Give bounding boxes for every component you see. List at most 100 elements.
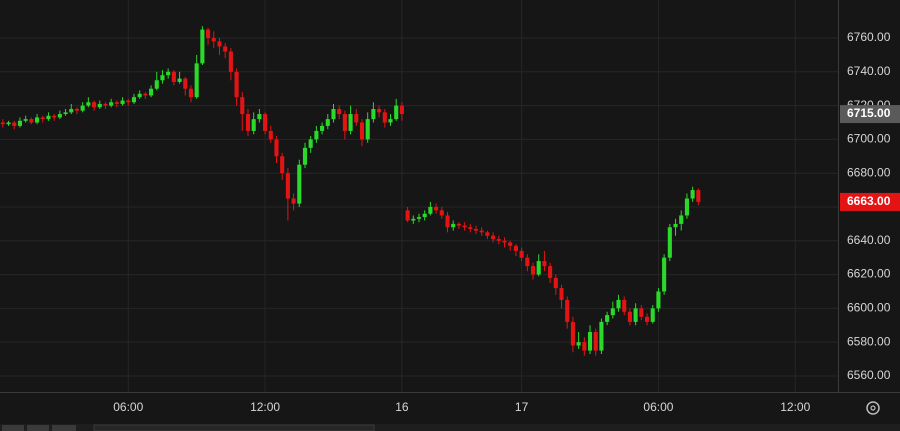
bottom-button[interactable]: [52, 425, 76, 431]
candle-body: [206, 29, 211, 39]
y-tick-label: 6700.00: [847, 132, 891, 146]
bottom-bar: [0, 424, 900, 431]
candle-body: [154, 80, 159, 89]
candle-body: [302, 147, 308, 165]
candle-body: [553, 277, 558, 289]
candle-body: [46, 115, 51, 120]
candle-body: [559, 288, 564, 300]
y-tick-label: 6640.00: [847, 233, 891, 247]
candle-body: [35, 117, 40, 123]
candle-body: [548, 266, 553, 278]
gear-ring: [866, 401, 880, 415]
axes: 6560.006580.006600.006620.006640.006660.…: [113, 30, 900, 414]
candle-body: [542, 261, 547, 267]
candle-body: [308, 139, 313, 148]
candle-body: [673, 223, 678, 228]
candle-body: [337, 108, 342, 115]
candle-body: [468, 227, 473, 229]
candle-body: [525, 257, 530, 267]
candle-body: [177, 78, 182, 82]
candle-body: [234, 71, 239, 98]
y-tick-label: 6760.00: [847, 30, 891, 44]
candle-body: [320, 125, 325, 131]
candle-body: [536, 261, 541, 275]
candle-body: [200, 29, 205, 64]
candle-body: [171, 71, 176, 82]
x-tick-label: 12:00: [250, 400, 280, 414]
candle-body: [610, 308, 615, 316]
candle-body: [354, 114, 359, 123]
settings-button[interactable]: [866, 401, 880, 415]
candle-body: [365, 119, 370, 140]
candle-body: [639, 308, 644, 317]
candle-body: [331, 108, 336, 120]
price-label: 6663.00: [847, 194, 891, 208]
candle-body: [166, 71, 171, 76]
candle-body: [280, 156, 285, 174]
candle-body: [194, 63, 199, 98]
candle-body: [314, 130, 319, 140]
candle-body: [473, 228, 479, 231]
candle-body: [377, 108, 382, 113]
candle-body: [29, 119, 34, 123]
candle-body: [519, 250, 524, 258]
candle-body: [149, 88, 154, 96]
plot: [0, 26, 701, 356]
candle-body: [422, 213, 427, 218]
candle-body: [211, 38, 216, 42]
candle-body: [371, 108, 376, 120]
candle-body: [126, 100, 131, 103]
candle-body: [388, 119, 393, 123]
candle-body: [63, 112, 68, 115]
candle-body: [627, 311, 632, 322]
candle-body: [456, 223, 461, 226]
x-tick-label: 06:00: [643, 400, 673, 414]
candle-body: [696, 190, 701, 202]
gear-center: [870, 405, 876, 411]
candle-body: [183, 78, 188, 89]
candle-body: [582, 342, 587, 351]
x-tick-label: 12:00: [780, 400, 810, 414]
candle-body: [411, 218, 416, 221]
scrollbar[interactable]: [93, 424, 375, 431]
candle-body: [667, 227, 672, 258]
candle-body: [188, 88, 194, 98]
candle-body: [17, 120, 23, 126]
candle-body: [137, 93, 142, 98]
candle-body: [656, 291, 661, 309]
candle-body: [268, 130, 273, 140]
candle-body: [382, 112, 387, 123]
candle-body: [445, 215, 450, 228]
candle-body: [679, 215, 684, 224]
candle-body: [291, 198, 296, 204]
candle-body: [131, 97, 137, 103]
candle-body: [217, 41, 222, 47]
candle-body: [160, 75, 165, 81]
candle-body: [263, 114, 268, 131]
y-tick-label: 6580.00: [847, 334, 891, 348]
y-tick-label: 6680.00: [847, 165, 891, 179]
x-tick-label: 17: [515, 400, 529, 414]
candle-body: [103, 103, 108, 106]
candle-body: [257, 114, 262, 120]
y-tick-label: 6740.00: [847, 64, 891, 78]
candle-body: [650, 308, 655, 322]
price-label: 6715.00: [847, 106, 891, 120]
candle-body: [599, 321, 604, 351]
candle-body: [684, 198, 689, 216]
y-tick-label: 6600.00: [847, 301, 891, 315]
candle-body: [496, 239, 501, 241]
bottom-button[interactable]: [27, 425, 49, 431]
y-tick-label: 6620.00: [847, 267, 891, 281]
price-label-box: [840, 192, 900, 211]
candle-body: [245, 114, 251, 131]
candle-body: [97, 103, 102, 108]
candle-body: [40, 117, 45, 120]
bottom-button[interactable]: [2, 425, 24, 431]
candle-body: [479, 230, 484, 233]
candle-body: [342, 114, 347, 131]
candle-body: [633, 308, 638, 322]
candle-body: [570, 321, 575, 346]
candle-body: [416, 217, 422, 219]
